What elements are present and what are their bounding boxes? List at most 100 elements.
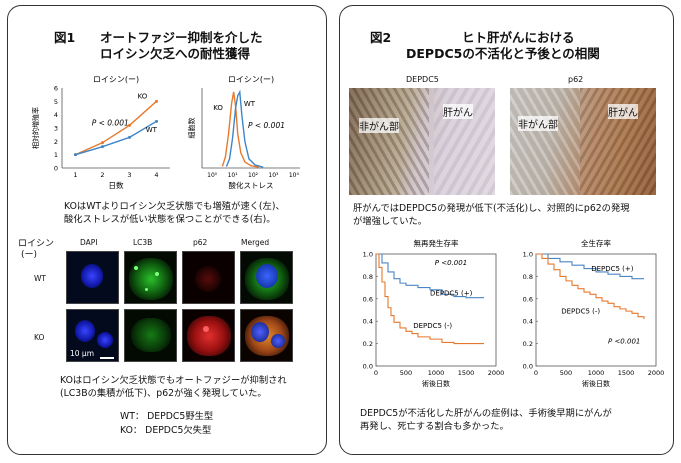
micro-scale-bar [100,357,114,359]
figure1-title-line2: ロイシン欠乏への耐性獲得 [100,46,251,61]
stress-x-label: 酸化ストレス [229,180,274,190]
figure1-number: 図1 [54,30,76,45]
growth-y-tick: 3 [54,125,58,133]
growth-point [74,153,77,157]
figure1-panel: 図1 オートファジー抑制を介した ロイシン欠乏への耐性獲得 ロイシン(ー) 0 1 2… [7,5,327,455]
figure1-caption1-line2: 酸化ストレスが低い状態を保つことができる(右)。 [64,214,276,225]
legend-wt: WT： DEPDC5野生型 [120,411,214,422]
figure2-number: 図2 [370,30,392,45]
km-os-x-label: 術後日数 [582,379,610,388]
km-rfs-y-tick: 0.0 [363,363,373,371]
growth-line-chart: ロイシン(ー) 0 1 2 3 4 5 6 1 2 3 4 日数 相対的増殖率 KO WT P < 0.001 [31,75,170,190]
stress-pvalue: P < 0.001 [248,121,285,130]
stress-ko-label: KO [213,104,223,112]
km-os-x-tick: 2000 [648,369,665,377]
stress-wt-label: WT [244,100,256,108]
stress-x-tick: 10¹ [228,172,239,179]
ihc-right-tumor-label: 肝がん [608,104,638,119]
micro-wt-dapi [66,251,119,304]
growth-y-label: 相対的増殖率 [31,107,40,149]
growth-point [101,141,104,145]
growth-x-tick: 2 [100,171,104,179]
km-rfs-title: 無再発生存率 [414,238,459,248]
km-rfs-pvalue: P <0.001 [435,259,467,267]
growth-y-tick: 0 [54,165,58,173]
micro-row-ko: KO [34,333,45,342]
micro-wt-merged [240,251,293,304]
km-os-frame [535,253,657,367]
micro-col-lc3b: LC3B [133,238,153,247]
km-os-x-tick: 500 [560,369,572,377]
growth-y-tick: 4 [54,111,58,119]
km-rfs-x-tick: 1000 [428,369,445,377]
stress-y-label: 細胞数 [187,118,196,139]
micro-col-merged: Merged [241,238,270,247]
km-rfs-x-tick: 0 [374,369,378,377]
ihc-left-tumor-label: 肝がん [443,104,473,119]
micro-ko-p62 [182,309,235,362]
km-os-x-tick: 1000 [588,369,605,377]
km-rfs-x-tick: 500 [400,369,412,377]
km-rfs-y-tick: 1.0 [363,251,373,259]
figure1-caption2-line1: KOはロイシン欠乏状態でもオートファジーが抑制され [60,375,287,386]
growth-wt-label: WT [146,126,158,134]
legend-ko: KO： DEPDC5欠失型 [120,425,212,436]
micro-condition: ロイシン [18,239,55,249]
stress-chart-title: ロイシン(ー) [228,75,274,84]
micro-wt-lc3b [124,251,177,304]
figure2-caption1-line2: が増強していた。 [353,216,428,227]
micro-ko-merged [240,309,293,362]
km-rfs-pos-label: DEPDC5 (+) [430,289,473,297]
km-rfs-y-tick: 0.4 [363,318,373,326]
micro-scale-label: 10 μm [70,349,95,358]
km-os-y-tick: 0.0 [523,363,533,371]
km-os-title: 全生存率 [581,238,611,248]
km-rfs-series-pos-line [376,253,484,299]
growth-y-tick: 1 [54,151,58,159]
growth-chart-title: ロイシン(ー) [93,75,139,84]
micro-ko-dapi [66,309,119,362]
stress-x-tick: 10⁴ [289,172,300,179]
growth-x-tick: 4 [154,171,158,179]
growth-x-tick: 1 [73,171,77,179]
km-rfs-y-tick: 0.8 [363,273,373,281]
growth-point [155,119,158,123]
km-os-neg-label: DEPDC5 (-) [561,307,600,315]
micro-wt-p62 [182,251,235,304]
micro-ko-lc3b [124,309,177,362]
growth-point [128,135,131,139]
growth-series-wt-line [75,120,157,156]
km-os-y-tick: 0.4 [523,318,533,326]
km-os-series-pos-line [536,253,644,280]
km-os-series-neg-line [536,253,645,319]
figure2-caption1-line1: 肝がんではDEPDC5の発現が低下(不活化)し、対照的にp62の発現 [353,203,630,214]
km-rfs-x-tick: 1500 [458,369,475,377]
figure2-panel: 図2 ヒト肝がんにおける DEPDC5の不活化と予後との相関 DEPDC5 p6… [339,5,674,455]
ihc-left-label: DEPDC5 [406,75,439,84]
stress-x-tick: 10² [248,172,259,179]
growth-pvalue: P < 0.001 [92,118,129,127]
ihc-left-nontumor-label: 非がん部 [359,118,399,133]
km-os-y-tick: 0.8 [523,273,533,281]
km-os-pos-label: DEPDC5 (+) [591,265,634,273]
growth-y-tick: 5 [54,98,58,106]
micro-col-p62: p62 [193,238,208,247]
growth-x-tick: 3 [127,171,131,179]
ihc-right-label: p62 [568,75,584,84]
km-rfs-x-tick: 2000 [488,369,505,377]
recurrence-free-survival-chart: 無再発生存率 0.0 0.2 0.4 0.6 0.8 1.0 0 500 1000 1500 2000… [363,238,505,388]
growth-point [155,99,158,103]
figure2-caption2-line2: 再発し、死亡する割合も多かった。 [360,421,509,432]
km-os-x-tick: 0 [534,369,538,377]
km-os-y-tick: 1.0 [523,251,533,259]
growth-y-tick: 2 [54,138,58,146]
km-os-y-tick: 0.2 [523,340,533,348]
growth-y-tick: 6 [54,85,58,93]
micro-row-wt: WT [34,274,46,283]
figure2-caption2-line1: DEPDC5が不活化した肝がんの症例は、手術後早期にがんが [360,408,612,419]
micro-col-dapi: DAPI [80,238,98,247]
km-rfs-neg-label: DEPDC5 (-) [413,322,452,330]
growth-point [128,123,131,127]
figure2-title-line2: DEPDC5の不活化と予後との相関 [406,46,600,61]
figure1-title-line1: オートファジー抑制を介した [100,30,263,45]
